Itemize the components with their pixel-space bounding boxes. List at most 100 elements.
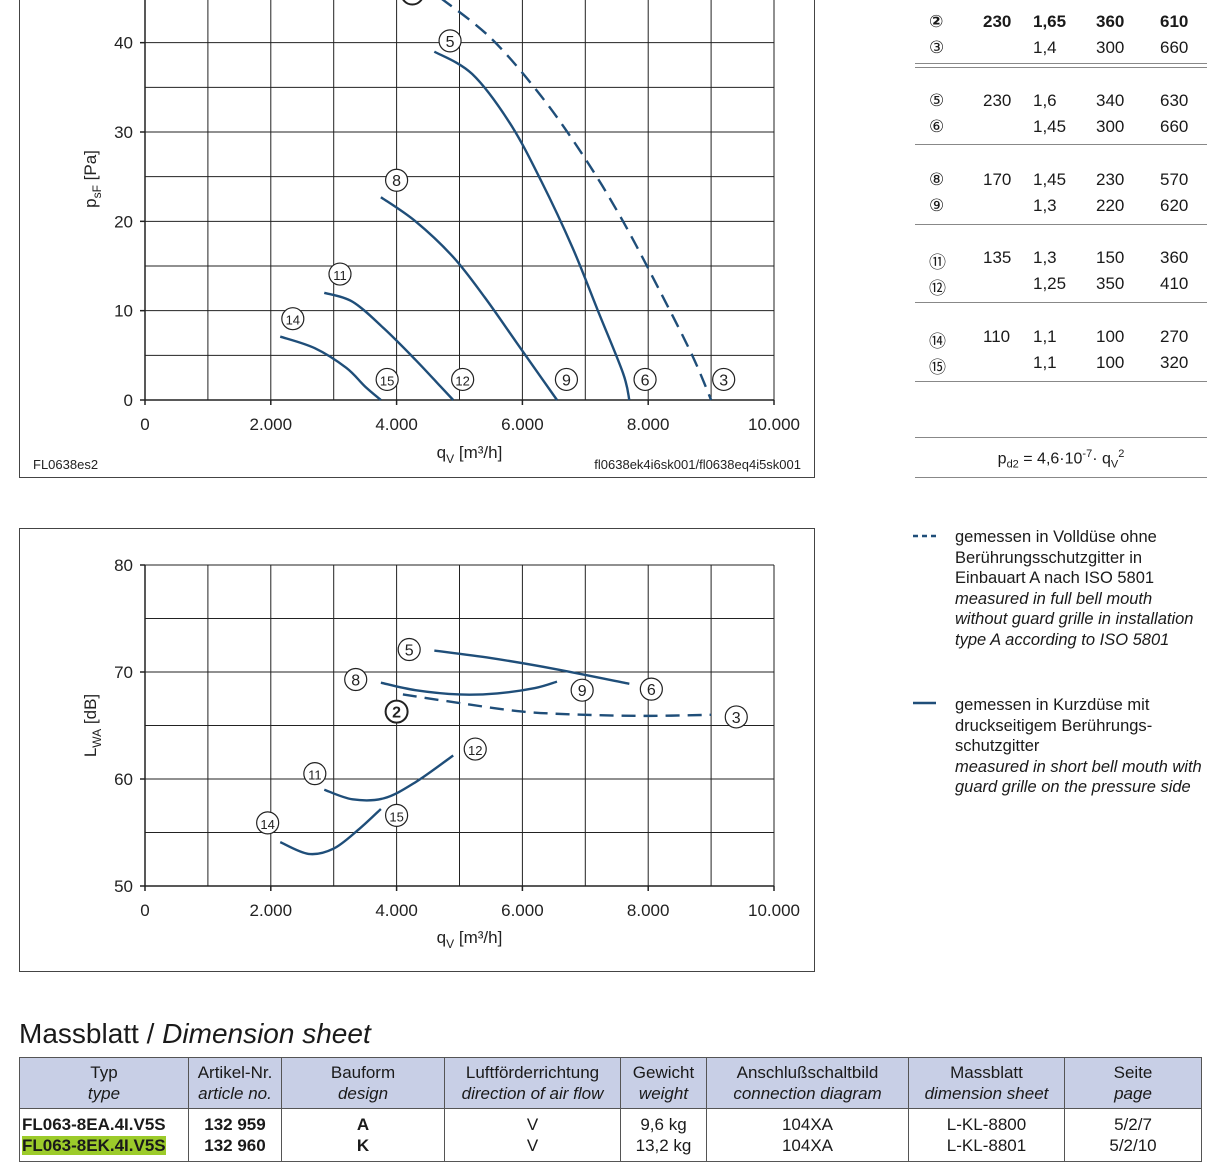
chart-grid [144,564,775,886]
curve-marker-15 [375,367,399,392]
spec-cell: 1,65 [1033,12,1067,31]
y-tick-label: 80 [114,556,133,575]
spec-cell: 630 [1160,91,1189,110]
x-tick-label: 0 [140,901,149,920]
curve-marker-label: 2 [408,0,417,4]
weight-cell: 9,6 kg 13,2 kg [620,1108,707,1162]
sound-chart-frame [19,528,815,972]
spec-cell: 230 [983,91,1012,110]
diagram-cell: 104XA 104XA [706,1108,909,1162]
spec-cell: 1,45 [1033,170,1067,189]
curve-marker-9 [570,678,594,702]
spec-cell: ⑤ [929,91,945,110]
x-axis-label: qV [m³/h] [437,443,503,466]
curve-marker-6 [639,677,663,701]
legend-dashed-text: gemessen in Volldüse ohne Berührungsschu… [955,528,1194,649]
y-tick-label: 50 [114,877,133,896]
chart-caption-left: FL0638es2 [33,457,98,472]
spec-cell: 660 [1160,117,1189,136]
series-line-5-6 [434,649,630,685]
curve-marker-11 [303,762,327,786]
column-header: Massblatt dimension sheet [908,1057,1065,1109]
spec-cell: 220 [1096,196,1125,215]
column-header: Luftförderrichtung direction of air flow [444,1057,621,1109]
spec-cell: ⑫ [929,279,946,298]
curve-marker-5 [438,29,462,53]
curve-marker-label: 8 [351,672,360,689]
spec-cell: 135 [983,248,1012,267]
spec-row-3: ③ 1,4 300 660 [915,35,1207,61]
spec-cell: ③ [929,38,945,57]
design-cell: A K [281,1108,445,1162]
y-tick-label: 10 [114,302,133,321]
spec-cell: 1,25 [1033,274,1067,293]
y-tick-label: 30 [114,123,133,142]
series-line-dashed-2-3 [441,0,713,401]
y-axis-label: psF [Pa] [81,150,104,208]
series-line-11-12 [323,291,455,401]
spec-row-8: ⑧ 170 1,45 230 570 [915,167,1207,193]
spec-cell: ⑧ [929,170,945,189]
spec-cell: ⑮ [929,358,946,377]
spec-cell: 300 [1096,117,1125,136]
x-tick-label: 6.000 [501,415,544,434]
x-tick-label: 2.000 [250,901,293,920]
series-line-5-6 [433,50,631,401]
spec-cell: ⑥ [929,117,945,136]
curve-marker-8 [344,667,368,692]
series-line-8-9 [380,680,558,696]
series-line-8-9 [380,196,558,401]
curve-marker-label: 9 [578,683,587,700]
spec-cell: 660 [1160,38,1189,57]
spec-row-15: ⑮ 1,1 100 320 [915,350,1207,377]
spec-row-11: ⑪ 135 1,3 150 360 [915,245,1207,272]
column-header: Typ type [19,1057,189,1109]
spec-cell: 170 [983,170,1012,189]
spec-cell: 1,3 [1033,196,1057,215]
spec-row-12: ⑫ 1,25 350 410 [915,271,1207,298]
x-tick-label: 0 [140,415,149,434]
spec-cell: 320 [1160,353,1189,372]
x-tick-label: 8.000 [627,901,670,920]
curve-marker-label: 15 [389,809,403,824]
curve-marker-11 [328,262,352,286]
spec-cell: ② [929,12,944,31]
spec-row-5: ⑤ 230 1,6 340 630 [915,88,1207,114]
curve-marker-3 [712,367,736,392]
series-line-11-12 [323,754,454,802]
y-axis-label: LWA [dB] [81,694,104,757]
pressure-chart: 0 2.000 4.000 6.000 8.000 10.000 0 10 20 30 40 qV [… [33,0,801,472]
spec-cell: 150 [1096,248,1125,267]
spec-row-6: ⑥ 1,45 300 660 [915,114,1207,140]
flow-cell: V V [444,1108,621,1162]
column-header: Bauform design [281,1057,445,1109]
curve-marker-14 [256,811,280,835]
curve-marker-label: 14 [260,817,274,832]
spec-cell: 1,4 [1033,38,1057,57]
spec-cell: 300 [1096,38,1125,57]
spec-cell: 620 [1160,196,1189,215]
curve-marker-14 [281,307,305,331]
x-tick-label: 10.000 [748,415,800,434]
spec-cell: 570 [1160,170,1189,189]
curve-marker-label: 14 [286,313,300,328]
curve-marker-label: 6 [641,372,650,389]
y-tick-label: 40 [114,34,133,53]
curve-marker-label: 3 [719,372,728,389]
chart-caption-right: fl0638ek4i6sk001/fl0638eq4i5sk001 [594,457,801,472]
curve-marker-label: 12 [455,373,469,388]
sound-chart: 0 2.000 4.000 6.000 8.000 10.000 50 60 70 80 qV [m… [81,556,800,951]
dimension-table: Typ type Artikel-Nr. article no. Bauform desi… [19,1057,1202,1162]
spec-cell: 110 [983,327,1011,346]
spec-cell: 1,1 [1033,353,1057,372]
curve-marker-2 [384,699,409,724]
spec-cell: 1,6 [1033,91,1057,110]
series-line-14-15 [279,808,382,856]
curve-marker-label: 8 [392,173,401,190]
spec-cell: 1,3 [1033,248,1057,267]
curve-marker-15 [385,803,409,827]
curve-marker-12 [451,367,475,392]
curve-marker-label: 11 [333,268,347,283]
spec-cell: 360 [1160,248,1189,267]
spec-cell: ⑪ [929,253,946,272]
